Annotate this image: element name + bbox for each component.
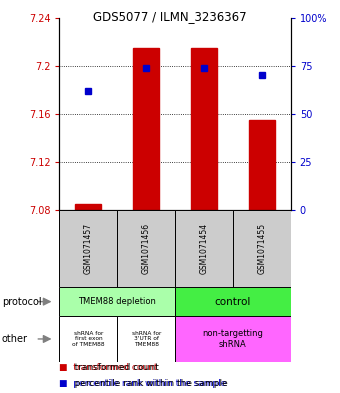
Text: ■  transformed count: ■ transformed count: [59, 363, 158, 372]
Bar: [59, 316, 117, 362]
Text: transformed count: transformed count: [66, 363, 158, 372]
Bar: [59, 210, 117, 287]
Text: control: control: [215, 297, 251, 307]
Text: shRNA for
3'UTR of
TMEM88: shRNA for 3'UTR of TMEM88: [132, 331, 161, 347]
Text: GDS5077 / ILMN_3236367: GDS5077 / ILMN_3236367: [93, 10, 247, 23]
Bar: [249, 120, 275, 210]
Text: GSM1071455: GSM1071455: [257, 223, 266, 274]
Bar: [59, 287, 175, 316]
Text: GSM1071456: GSM1071456: [142, 223, 151, 274]
Text: TMEM88 depletion: TMEM88 depletion: [78, 297, 156, 306]
Bar: [117, 210, 175, 287]
Bar: [175, 287, 291, 316]
Text: other: other: [2, 334, 28, 344]
Bar: [117, 316, 175, 362]
Text: protocol: protocol: [2, 297, 41, 307]
Bar: [191, 48, 217, 210]
Text: GSM1071454: GSM1071454: [200, 223, 208, 274]
Bar: [133, 48, 159, 210]
Text: percentile rank within the sample: percentile rank within the sample: [66, 379, 227, 387]
Text: shRNA for
first exon
of TMEM88: shRNA for first exon of TMEM88: [72, 331, 105, 347]
Bar: [75, 204, 101, 210]
Text: GSM1071457: GSM1071457: [84, 223, 93, 274]
Bar: [175, 210, 233, 287]
Text: non-targetting
shRNA: non-targetting shRNA: [202, 329, 264, 349]
Bar: [233, 210, 291, 287]
Bar: [175, 316, 291, 362]
Text: ■  percentile rank within the sample: ■ percentile rank within the sample: [59, 379, 227, 387]
